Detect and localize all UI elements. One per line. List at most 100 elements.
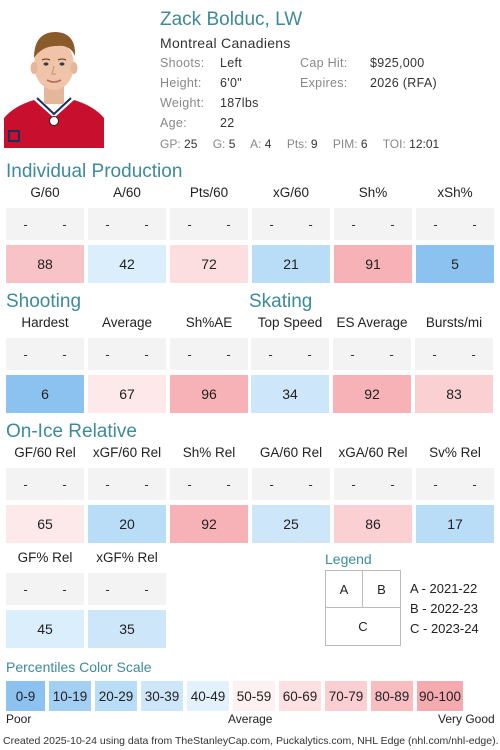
shooting-metric-percentile-value: 96 <box>170 375 248 413</box>
skating-metric-percentile-value: 34 <box>251 375 329 413</box>
section-title-onice: On-Ice Relative <box>6 421 137 442</box>
onice-metric-percentile-value: 20 <box>88 505 166 543</box>
onice-metric-season-dash: - <box>62 476 67 492</box>
individual-metric-season-values: -- <box>88 208 166 240</box>
expires-label: Expires: <box>300 76 348 90</box>
team-name: Montreal Canadiens <box>160 35 291 51</box>
onice-metric-season-dash: - <box>308 476 313 492</box>
onice-metric-season-dash: - <box>144 581 149 597</box>
pim-value: 6 <box>360 137 368 151</box>
onice-metric-label: GA/60 Rel <box>259 445 323 460</box>
individual-metric-season-dash: - <box>390 216 395 232</box>
expires-value: 2026 (RFA) <box>370 76 437 90</box>
onice-metric-label: xGF% Rel <box>96 550 158 565</box>
skating-metric-season-dash: - <box>350 346 355 362</box>
onice-metric-season-dash: - <box>144 476 149 492</box>
onice-metric-season-values: -- <box>6 573 84 605</box>
skating-metric-label: ES Average <box>336 315 408 330</box>
onice-metric-season-values: -- <box>6 468 84 500</box>
shooting-metric-season-dash: - <box>105 346 110 362</box>
scale-cell: 40-49 <box>187 681 229 711</box>
onice-metric-percentile-value: 45 <box>6 610 84 648</box>
skating-metric-percentile-value: 92 <box>333 375 411 413</box>
individual-metric-label: A/60 <box>113 185 141 200</box>
onice-metric-season-values: -- <box>88 468 166 500</box>
skating-metric-label: Bursts/mi <box>425 315 483 330</box>
onice-metric-season-values: -- <box>88 573 166 605</box>
individual-metric-label: Sh% <box>358 185 388 200</box>
skating-metric-season-dash: - <box>389 346 394 362</box>
legend-cell-c: C <box>358 619 368 634</box>
individual-metric-label: xG/60 <box>272 185 310 200</box>
legend-cell-b: B <box>363 571 400 608</box>
individual-metric-season-dash: - <box>226 216 231 232</box>
g-value: 5 <box>228 137 236 151</box>
skating-metric-label: Top Speed <box>257 315 323 330</box>
onice-metric-season-dash: - <box>269 476 274 492</box>
onice-metric-percentile-value: 86 <box>334 505 412 543</box>
onice-metric-season-values: -- <box>334 468 412 500</box>
skating-metric-season-dash: - <box>432 346 437 362</box>
pts-label: Pts: <box>286 137 308 151</box>
onice-metric-percentile-value: 65 <box>6 505 84 543</box>
gp-value: 25 <box>184 137 198 151</box>
section-title-shooting: Shooting <box>6 291 82 312</box>
onice-metric-label: Sh% Rel <box>182 445 236 460</box>
footer-credits: Created 2025-10-24 using data from TheSt… <box>3 735 499 747</box>
pim-label: PIM: <box>332 137 358 151</box>
onice-metric-season-dash: - <box>390 476 395 492</box>
legend-desc-a: A - 2021-22 <box>410 581 478 596</box>
shooting-metric-label: Average <box>101 315 153 330</box>
scale-cell: 70-79 <box>325 681 367 711</box>
onice-metric-percentile-value: 92 <box>170 505 248 543</box>
individual-metric-season-dash: - <box>23 216 28 232</box>
height-label: Height: <box>160 76 202 90</box>
skating-metric-season-values: -- <box>415 338 493 370</box>
individual-metric-percentile-value: 5 <box>416 245 494 283</box>
onice-metric-season-dash: - <box>472 476 477 492</box>
skating-metric-season-dash: - <box>307 346 312 362</box>
individual-metric-season-values: -- <box>416 208 494 240</box>
caphit-value: $925,000 <box>370 56 425 70</box>
legend-desc-c: C - 2023-24 <box>410 621 479 636</box>
season-stat-line: GP: 25 G: 5 A: 4 Pts: 9 PIM: 6 TOI: 12:0… <box>160 137 451 151</box>
shooting-metric-label: Hardest <box>21 315 69 330</box>
caphit-label: Cap Hit: <box>300 56 348 70</box>
skating-metric-season-dash: - <box>268 346 273 362</box>
onice-metric-label: Sv% Rel <box>429 445 481 460</box>
individual-metric-season-dash: - <box>351 216 356 232</box>
shooting-metric-season-dash: - <box>62 346 67 362</box>
onice-metric-percentile-value: 17 <box>416 505 494 543</box>
individual-metric-season-dash: - <box>187 216 192 232</box>
shooting-metric-label: Sh%AE <box>185 315 233 330</box>
onice-metric-label: GF/60 Rel <box>14 445 76 460</box>
toi-value: 12:01 <box>409 137 440 151</box>
weight-value: 187lbs <box>220 96 259 110</box>
player-name: Zack Bolduc, LW <box>160 9 303 30</box>
skating-metric-season-dash: - <box>471 346 476 362</box>
individual-metric-season-dash: - <box>308 216 313 232</box>
individual-metric-season-dash: - <box>472 216 477 232</box>
onice-metric-season-dash: - <box>105 476 110 492</box>
weight-label: Weight: <box>160 96 205 110</box>
section-title-skating: Skating <box>249 291 313 312</box>
onice-metric-label: GF% Rel <box>17 550 73 565</box>
scale-very-good-label: Very Good <box>438 712 495 726</box>
individual-metric-label: xSh% <box>437 185 473 200</box>
individual-metric-season-values: -- <box>252 208 330 240</box>
scale-cell: 0-9 <box>6 681 45 711</box>
scale-cell: 10-19 <box>49 681 91 711</box>
height-value: 6'0" <box>220 76 242 90</box>
scale-cell: 50-59 <box>233 681 275 711</box>
shooting-metric-season-dash: - <box>187 346 192 362</box>
scale-average-label: Average <box>228 712 273 726</box>
individual-metric-season-values: -- <box>334 208 412 240</box>
onice-metric-season-values: -- <box>416 468 494 500</box>
individual-metric-season-values: -- <box>170 208 248 240</box>
individual-metric-percentile-value: 21 <box>252 245 330 283</box>
individual-metric-percentile-value: 91 <box>334 245 412 283</box>
onice-metric-season-dash: - <box>351 476 356 492</box>
scale-cell: 60-69 <box>279 681 321 711</box>
scale-cell: 30-39 <box>141 681 183 711</box>
skating-metric-percentile-value: 83 <box>415 375 493 413</box>
